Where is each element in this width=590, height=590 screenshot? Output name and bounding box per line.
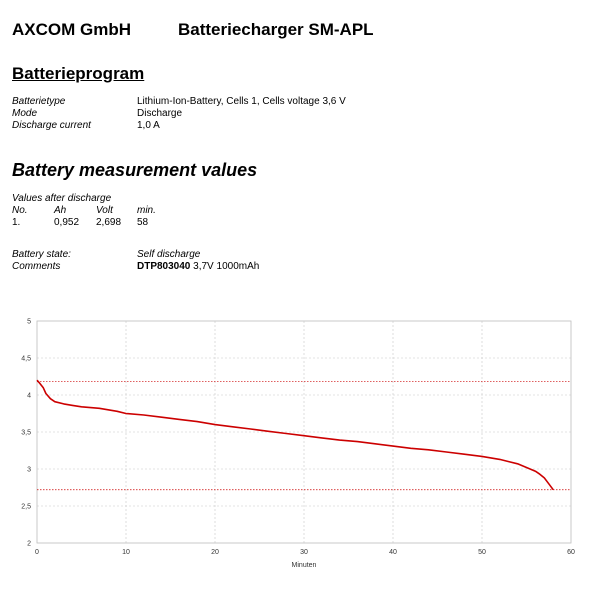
report-header: AXCOM GmbH Batteriecharger SM-APL: [12, 20, 374, 40]
discharge-chart: 0 10 20 30 40 50 60 2 2,5 3 3,5 4 4,5 5 Minuten: [21, 319, 575, 570]
y-tick-label: 2: [27, 541, 31, 548]
y-tick-label: 4: [27, 393, 31, 400]
values-table: Values after discharge No. Ah Volt min. …: [12, 193, 156, 229]
y-tick-label: 5: [27, 319, 31, 326]
y-tick-label: 3,5: [21, 430, 31, 437]
x-tick-label: 60: [567, 549, 575, 556]
x-tick-label: 0: [35, 549, 39, 556]
comments-model: DTP803040: [137, 261, 191, 272]
y-tick-label: 4,5: [21, 356, 31, 363]
comments-spec: 3,7V 1000mAh: [190, 261, 260, 272]
tick-labels: 0 10 20 30 40 50 60 2 2,5 3 3,5 4 4,5 5: [21, 319, 575, 557]
program-label: Discharge current: [12, 120, 91, 131]
program-title: Batterieprogram: [12, 64, 145, 83]
state-value: Self discharge: [137, 249, 201, 260]
x-tick-label: 20: [211, 549, 219, 556]
cell-ah: 0,952: [54, 217, 80, 228]
program-value: Lithium-Ion-Battery, Cells 1, Cells volt…: [137, 96, 346, 107]
values-caption: Values after discharge: [12, 193, 112, 204]
series-layer: [36, 379, 554, 491]
values-header-row: No. Ah Volt min.: [12, 205, 156, 217]
x-tick-label: 30: [300, 549, 308, 556]
state-label: Battery state:: [12, 249, 71, 260]
reference-lines: [37, 381, 571, 491]
cell-no: 1.: [12, 217, 21, 228]
y-tick-label: 2,5: [21, 504, 31, 511]
col-no-header: No.: [12, 205, 28, 216]
cell-volt: 2,698: [96, 217, 122, 228]
measurement-title: Battery measurement values: [12, 160, 258, 180]
product-name: Batteriecharger SM-APL: [178, 20, 374, 39]
x-axis-label: Minuten: [292, 562, 317, 569]
chart-grid: [36, 320, 572, 544]
program-label: Batterietype: [12, 96, 66, 107]
col-volt-header: Volt: [96, 205, 113, 216]
col-min-header: min.: [137, 205, 156, 216]
program-value: 1,0 A: [137, 120, 160, 131]
col-ah-header: Ah: [54, 205, 67, 216]
program-value: Discharge: [137, 108, 183, 119]
comments-value: DTP803040 3,7V 1000mAh: [137, 261, 259, 273]
comments-label: Comments: [12, 261, 61, 272]
x-tick-label: 50: [478, 549, 486, 556]
company-name: AXCOM GmbH: [12, 20, 131, 39]
discharge-voltage-line: [36, 379, 554, 491]
y-tick-label: 3: [27, 467, 31, 474]
cell-min: 58: [137, 217, 149, 228]
x-tick-label: 40: [389, 549, 397, 556]
x-tick-label: 10: [122, 549, 130, 556]
values-row: 1. 0,952 2,698 58: [12, 217, 148, 229]
program-label: Mode: [12, 108, 38, 119]
